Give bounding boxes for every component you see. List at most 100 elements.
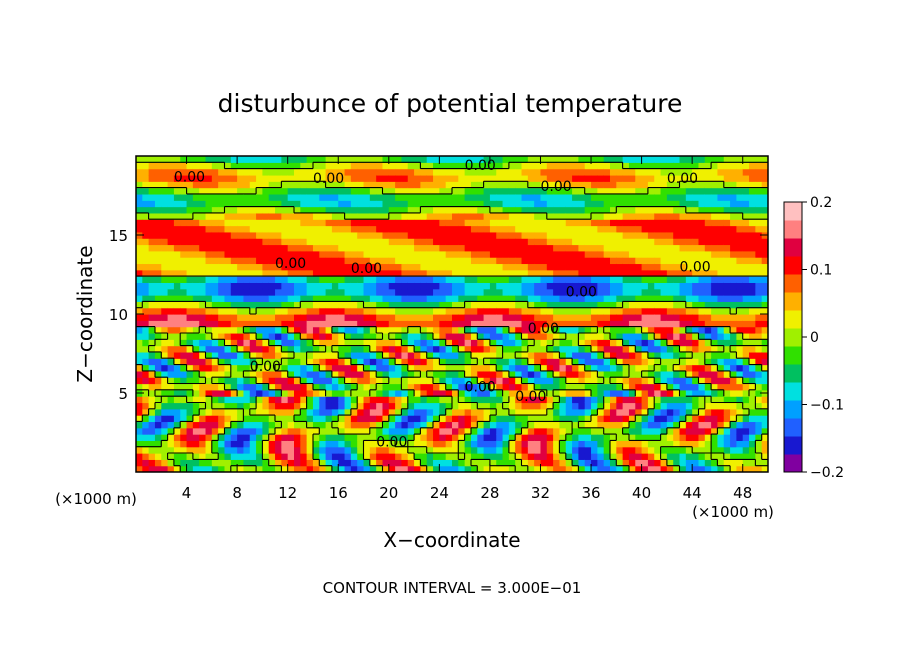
heat-cell	[616, 453, 624, 460]
heat-cell	[515, 250, 523, 258]
heat-cell	[325, 225, 333, 233]
heat-cell	[192, 465, 200, 472]
heat-cell	[654, 370, 662, 378]
heat-cell	[496, 250, 504, 258]
heat-cell	[666, 440, 674, 448]
heat-cell	[262, 282, 270, 290]
heat-cell	[711, 257, 719, 265]
heat-cell	[489, 358, 497, 366]
heat-cell	[755, 326, 763, 334]
heat-cell	[704, 187, 712, 195]
heat-cell	[685, 408, 693, 416]
heat-cell	[401, 187, 409, 195]
heat-cell	[376, 421, 384, 429]
heat-cell	[572, 314, 579, 321]
heat-cell	[388, 168, 396, 176]
heat-cell	[338, 465, 346, 472]
heat-cell	[218, 181, 226, 189]
heat-cell	[603, 193, 611, 201]
heat-cell	[654, 465, 662, 472]
heat-cell	[426, 187, 434, 195]
heat-cell	[192, 225, 200, 233]
heat-cell	[426, 181, 434, 189]
heat-cell	[407, 440, 415, 448]
heat-cell	[502, 332, 510, 340]
heat-cell	[508, 402, 516, 410]
heat-cell	[641, 307, 649, 315]
heat-cell	[142, 326, 150, 334]
heat-cell	[395, 345, 403, 353]
heat-cell	[136, 427, 143, 435]
heat-cell	[161, 351, 169, 359]
heat-cell	[262, 339, 270, 347]
heat-cell	[369, 314, 377, 321]
heat-cell	[294, 396, 301, 404]
heat-cell	[230, 421, 238, 429]
heat-cell	[477, 332, 485, 340]
heat-cell	[521, 421, 529, 429]
heat-cell	[237, 156, 245, 163]
heat-cell	[312, 250, 320, 258]
heat-cell	[616, 225, 624, 233]
heat-cell	[445, 212, 453, 220]
heat-cell	[180, 200, 188, 208]
heat-cell	[704, 415, 712, 423]
heat-cell	[331, 200, 339, 208]
heat-cell	[306, 282, 314, 290]
heat-cell	[205, 174, 213, 182]
heat-cell	[154, 295, 162, 302]
heat-cell	[685, 434, 693, 441]
heat-cell	[730, 332, 737, 340]
heat-cell	[622, 459, 630, 467]
heat-cell	[294, 206, 301, 214]
heat-cell	[540, 332, 548, 340]
heat-cell	[730, 415, 737, 423]
heat-cell	[742, 326, 750, 334]
heat-cell	[331, 377, 339, 385]
heat-cell	[350, 257, 358, 265]
heat-cell	[300, 339, 308, 347]
heat-cell	[445, 358, 453, 366]
heat-cell	[192, 257, 200, 265]
heat-cell	[357, 282, 365, 290]
heat-cell	[464, 219, 472, 227]
heat-cell	[502, 187, 510, 195]
heat-cell	[540, 206, 548, 214]
heat-cell	[445, 459, 453, 467]
heat-cell	[603, 156, 611, 163]
heat-cell	[489, 453, 497, 460]
heat-cell	[458, 295, 466, 302]
heat-cell	[704, 453, 712, 460]
heat-cell	[148, 269, 156, 277]
heat-cell	[527, 206, 535, 214]
heat-cell	[300, 320, 308, 328]
heat-cell	[256, 314, 263, 321]
heat-cell	[395, 200, 403, 208]
heat-cell	[249, 314, 257, 321]
heat-cell	[319, 206, 327, 214]
heat-cell	[692, 453, 700, 460]
heat-cell	[154, 421, 162, 429]
heat-cell	[382, 174, 390, 182]
heat-cell	[521, 408, 529, 416]
heat-cell	[603, 339, 611, 347]
heat-cell	[591, 402, 598, 410]
heat-cell	[515, 263, 523, 271]
heat-cell	[742, 453, 750, 460]
heat-cell	[736, 295, 744, 302]
heat-cell	[331, 370, 339, 378]
heat-cell	[414, 383, 421, 391]
heat-cell	[154, 427, 162, 435]
heat-cell	[414, 402, 421, 410]
heat-cell	[218, 257, 226, 265]
heat-cell	[515, 238, 523, 246]
heat-cell	[281, 193, 289, 201]
heat-cell	[508, 434, 516, 441]
heat-cell	[578, 421, 586, 429]
heat-cell	[294, 326, 301, 334]
heat-cell	[350, 206, 358, 214]
heat-cell	[414, 193, 421, 201]
heat-cell	[249, 446, 257, 454]
heat-cell	[736, 415, 744, 423]
heat-cell	[666, 408, 674, 416]
